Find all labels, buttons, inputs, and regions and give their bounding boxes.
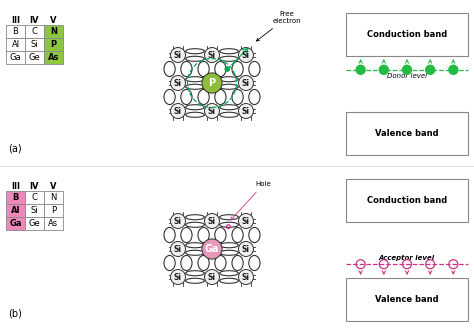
Text: IV: IV: [30, 16, 39, 25]
Text: P: P: [50, 40, 56, 49]
Text: N: N: [50, 27, 57, 36]
Text: III: III: [11, 182, 20, 191]
Circle shape: [204, 270, 219, 285]
Text: Conduction band: Conduction band: [367, 30, 447, 39]
Circle shape: [202, 73, 222, 93]
Text: Si: Si: [242, 78, 250, 88]
Text: N: N: [50, 193, 57, 202]
Text: P: P: [209, 78, 216, 88]
Text: V: V: [50, 182, 57, 191]
Circle shape: [402, 65, 411, 74]
Text: Ga: Ga: [9, 219, 22, 228]
Bar: [6, 25, 25, 38]
Bar: [44, 51, 63, 64]
Text: Donor level: Donor level: [387, 73, 427, 79]
Circle shape: [202, 239, 222, 259]
Text: Si: Si: [174, 273, 182, 282]
Text: Si: Si: [174, 78, 182, 88]
Circle shape: [171, 213, 185, 228]
Text: Ga: Ga: [9, 53, 21, 62]
Bar: [44, 25, 63, 38]
Circle shape: [238, 213, 254, 228]
Bar: [346, 179, 468, 221]
Text: Si: Si: [242, 244, 250, 254]
Text: Si: Si: [242, 216, 250, 225]
Text: C: C: [32, 27, 37, 36]
Circle shape: [171, 270, 185, 285]
Text: Si: Si: [174, 50, 182, 59]
Text: As: As: [48, 219, 59, 228]
Text: IV: IV: [30, 182, 39, 191]
Bar: [346, 279, 468, 321]
Circle shape: [356, 65, 365, 74]
Text: Conduction band: Conduction band: [367, 196, 447, 205]
Bar: [25, 38, 44, 51]
Text: As: As: [48, 53, 59, 62]
Text: Si: Si: [208, 50, 216, 59]
Text: C: C: [32, 193, 37, 202]
Text: Hole: Hole: [231, 181, 271, 220]
Text: Ga: Ga: [205, 244, 219, 254]
Text: Si: Si: [174, 107, 182, 116]
Text: Valence band: Valence band: [375, 129, 439, 138]
Bar: [6, 204, 25, 217]
Bar: [44, 191, 63, 204]
Circle shape: [238, 104, 254, 119]
Bar: [25, 217, 44, 230]
Text: B: B: [13, 27, 18, 36]
Bar: [6, 191, 25, 204]
Text: Si: Si: [242, 107, 250, 116]
Bar: [25, 204, 44, 217]
Text: Acceptor level: Acceptor level: [379, 255, 435, 261]
Text: (b): (b): [8, 309, 22, 319]
Circle shape: [426, 65, 435, 74]
Circle shape: [204, 47, 219, 62]
Text: Si: Si: [208, 273, 216, 282]
Bar: [25, 51, 44, 64]
Bar: [44, 217, 63, 230]
Text: Al: Al: [11, 206, 20, 215]
Text: Si: Si: [208, 216, 216, 225]
Text: Si: Si: [208, 107, 216, 116]
Circle shape: [171, 47, 185, 62]
Bar: [44, 204, 63, 217]
Bar: [25, 191, 44, 204]
Circle shape: [379, 65, 388, 74]
Circle shape: [238, 47, 254, 62]
Text: Si: Si: [242, 273, 250, 282]
Circle shape: [171, 104, 185, 119]
Bar: [25, 25, 44, 38]
Bar: [6, 217, 25, 230]
Bar: [6, 51, 25, 64]
Circle shape: [204, 213, 219, 228]
Text: Si: Si: [31, 40, 38, 49]
Text: Si: Si: [174, 244, 182, 254]
Text: P: P: [51, 206, 56, 215]
Text: B: B: [12, 193, 18, 202]
Circle shape: [238, 270, 254, 285]
Circle shape: [225, 67, 229, 71]
Circle shape: [204, 104, 219, 119]
Text: Ge: Ge: [28, 219, 40, 228]
Text: V: V: [50, 16, 57, 25]
Circle shape: [449, 65, 458, 74]
Circle shape: [171, 241, 185, 257]
Circle shape: [171, 75, 185, 91]
Circle shape: [238, 241, 254, 257]
Text: Valence band: Valence band: [375, 295, 439, 304]
Text: Free
electron: Free electron: [256, 11, 301, 41]
Text: Si: Si: [31, 206, 38, 215]
Text: Ge: Ge: [28, 53, 40, 62]
Bar: [44, 38, 63, 51]
Text: Si: Si: [174, 216, 182, 225]
Text: III: III: [11, 16, 20, 25]
Circle shape: [238, 75, 254, 91]
Text: Al: Al: [11, 40, 19, 49]
Bar: [6, 38, 25, 51]
Text: Si: Si: [242, 50, 250, 59]
Bar: [346, 113, 468, 155]
Bar: [346, 13, 468, 55]
Text: (a): (a): [8, 143, 22, 153]
